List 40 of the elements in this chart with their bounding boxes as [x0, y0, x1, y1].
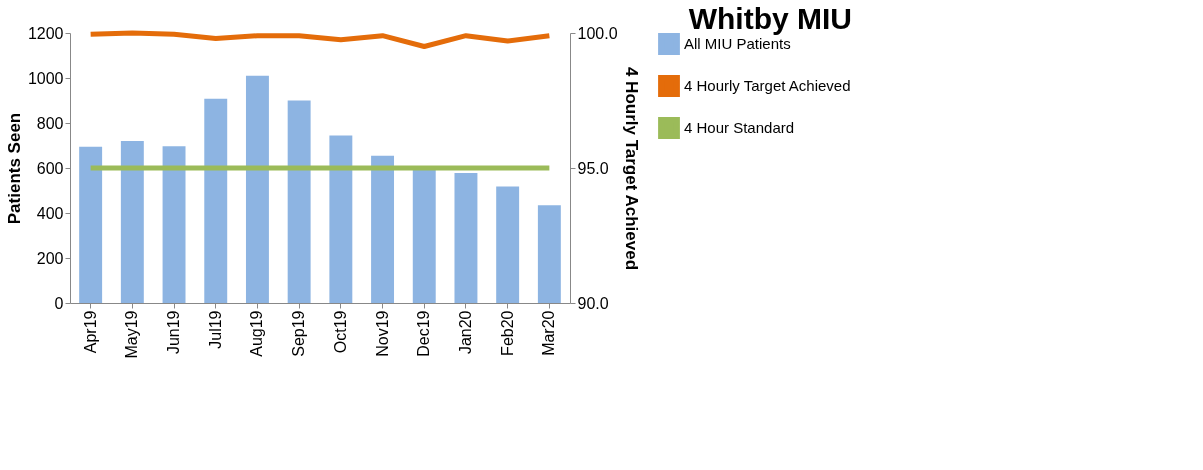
x-tick-label: May19: [123, 310, 141, 359]
x-tick-label: Jul19: [206, 310, 224, 349]
bar: [412, 168, 436, 303]
bar: [287, 100, 311, 303]
x-tick-label: Mar20: [540, 310, 558, 356]
x-tick-label: Dec19: [415, 310, 433, 357]
y-tick-label: 0: [54, 294, 64, 312]
legend-label: 4 Hour Standard: [684, 119, 795, 136]
x-tick-label: Apr19: [81, 310, 99, 354]
x-tick-label: Oct19: [331, 310, 349, 354]
bar: [329, 135, 353, 303]
y2-tick-label: 95.0: [577, 159, 609, 177]
y-tick-label: 400: [36, 204, 64, 222]
y2-tick-label: 90.0: [577, 294, 609, 312]
bar: [537, 205, 561, 303]
x-tick-label: Aug19: [248, 310, 266, 357]
y-tick-label: 600: [36, 159, 64, 177]
x-tick-label: Feb20: [498, 310, 516, 356]
x-tick-label: Jun19: [165, 310, 183, 355]
bar: [162, 146, 186, 303]
bar: [245, 75, 269, 303]
y-axis-title: Patients Seen: [4, 112, 24, 225]
bar: [496, 186, 520, 303]
y2-axis-title: 4 Hourly Target Achieved: [621, 66, 641, 271]
y-tick-label: 1200: [27, 24, 64, 42]
bar: [120, 141, 144, 303]
bar: [79, 146, 103, 303]
legend-label: 4 Hourly Target Achieved: [684, 77, 851, 94]
y-tick-label: 800: [36, 114, 64, 132]
bar: [454, 172, 478, 303]
text: Whitby MIU: [688, 2, 852, 35]
y-tick-label: 200: [36, 249, 64, 267]
x-tick-label: Nov19: [373, 310, 391, 357]
bar: [204, 98, 228, 303]
y-tick-label: 1000: [27, 69, 64, 87]
bar: [371, 155, 395, 303]
y2-tick-label: 100.0: [577, 24, 618, 42]
x-tick-label: Sep19: [290, 310, 308, 357]
legend-label: All MIU Patients: [684, 35, 791, 52]
x-tick-label: Jan20: [456, 310, 474, 355]
